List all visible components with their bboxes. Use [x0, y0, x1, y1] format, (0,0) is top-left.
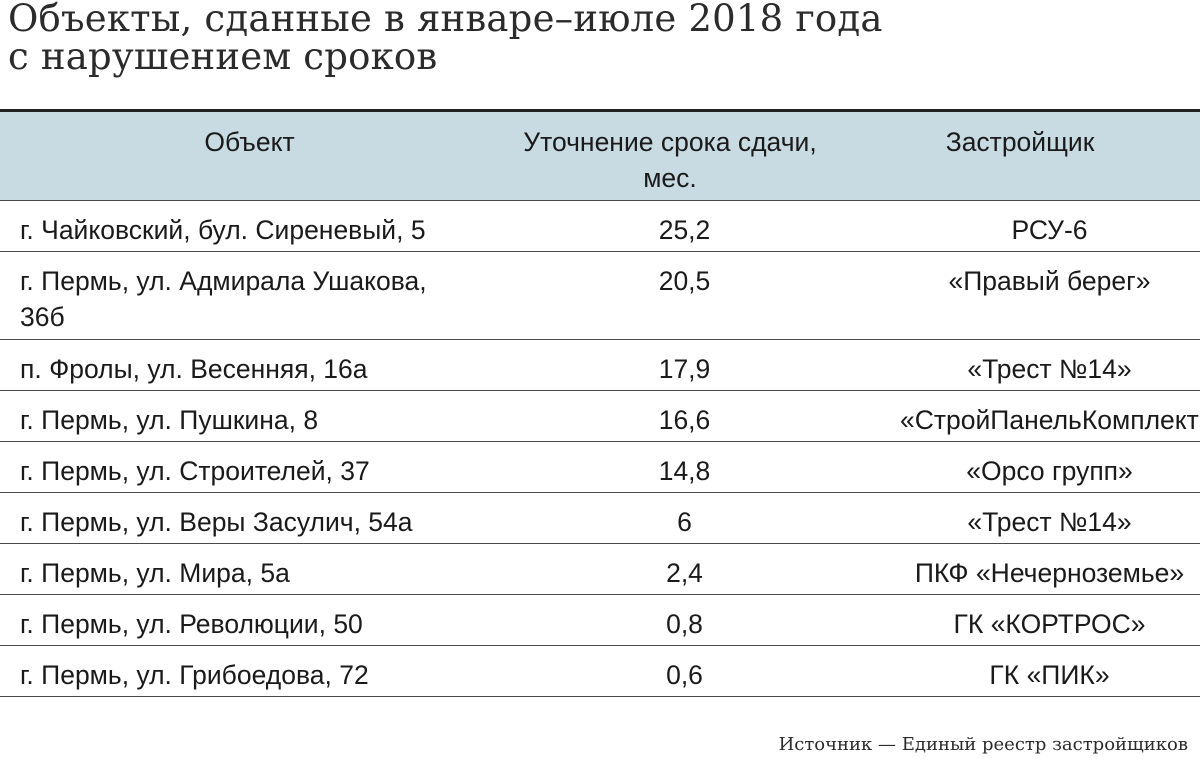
table-row: г. Пермь, ул. Строителей, 37 14,8 «Орсо … [0, 441, 1200, 492]
header-developer: Застройщик [945, 127, 1095, 157]
header-object: Объект [204, 127, 295, 157]
cell-delay: 20,5 [658, 265, 711, 296]
cell-object: г. Пермь, ул. Грибоедова, 72 [20, 659, 369, 690]
header-row: Объект Уточнение срока сдачи, мес. Застр… [0, 112, 1200, 200]
cell-object: г. Пермь, ул. Веры Засулич, 54а [20, 506, 413, 537]
cell-delay: 25,2 [658, 214, 711, 245]
cell-delay: 0,6 [666, 659, 703, 690]
cell-developer: «Трест №14» [967, 506, 1132, 537]
table-row: г. Чайковский, бул. Сиреневый, 5 25,2 РС… [0, 200, 1200, 251]
table-row: г. Пермь, ул. Веры Засулич, 54а 6 «Трест… [0, 492, 1200, 543]
cell-delay: 17,9 [658, 353, 711, 384]
cell-object: г. Пермь, ул. Революции, 50 [20, 608, 363, 639]
table-row: г. Пермь, ул. Революции, 50 0,8 ГК «КОРТ… [0, 594, 1200, 645]
cell-object: п. Фролы, ул. Весенняя, 16а [20, 353, 368, 384]
title-line-2: с нарушением сроков [8, 35, 438, 78]
source-note: Источник — Единый реестр застройщиков [778, 734, 1188, 755]
cell-developer: РСУ-6 [1011, 214, 1088, 245]
header-delay-line1: Уточнение срока сдачи, [523, 127, 817, 157]
header-delay-line2: мес. [643, 163, 697, 193]
cell-delay: 14,8 [658, 455, 711, 486]
cell-developer: «Трест №14» [967, 353, 1132, 384]
cell-object-line1: г. Пермь, ул. Адмирала Ушакова, [20, 265, 427, 296]
cell-object: г. Чайковский, бул. Сиреневый, 5 [20, 214, 426, 245]
table-header: Объект Уточнение срока сдачи, мес. Застр… [0, 112, 1200, 200]
cell-object: г. Пермь, ул. Строителей, 37 [20, 455, 370, 486]
page-title: Объекты, сданные в январе–июле 2018 года… [8, 0, 1188, 76]
table-row: г. Пермь, ул. Грибоедова, 72 0,6 ГК «ПИК… [0, 645, 1200, 696]
cell-object-line2: 36б [20, 301, 65, 332]
table-row: г. Пермь, ул. Мира, 5а 2,4 ПКФ «Нечерноз… [0, 543, 1200, 594]
cell-developer: ГК «ПИК» [989, 659, 1110, 690]
cell-delay: 2,4 [666, 557, 703, 588]
cell-developer: «Орсо групп» [966, 455, 1133, 486]
cell-developer: ПКФ «Нечерноземье» [914, 557, 1185, 588]
cell-object: г. Пермь, ул. Пушкина, 8 [20, 404, 319, 435]
table-row: г. Пермь, ул. Пушкина, 8 16,6 «СтройПане… [0, 390, 1200, 441]
cell-developer: «Правый берег» [948, 265, 1151, 296]
cell-developer: ГК «КОРТРОС» [953, 608, 1146, 639]
table-row: п. Фролы, ул. Весенняя, 16а 17,9 «Трест … [0, 339, 1200, 390]
cell-delay: 6 [677, 506, 692, 537]
cell-delay: 16,6 [658, 404, 711, 435]
table-row: г. Пермь, ул. Адмирала Ушакова, 36б 20,5… [0, 251, 1200, 339]
cell-developer: «СтройПанельКомплект» [900, 404, 1200, 435]
cell-delay: 0,8 [666, 608, 703, 639]
table-top-rule [0, 109, 1200, 112]
header-delay: Уточнение срока сдачи, мес. [500, 112, 840, 200]
cell-object: г. Пермь, ул. Мира, 5а [20, 557, 290, 588]
table-body: г. Чайковский, бул. Сиреневый, 5 25,2 РС… [0, 200, 1200, 696]
cell-object: г. Пермь, ул. Адмирала Ушакова, 36б [0, 251, 500, 339]
objects-table: Объект Уточнение срока сдачи, мес. Застр… [0, 112, 1200, 697]
title-line-1: Объекты, сданные в январе–июле 2018 года [8, 0, 883, 40]
